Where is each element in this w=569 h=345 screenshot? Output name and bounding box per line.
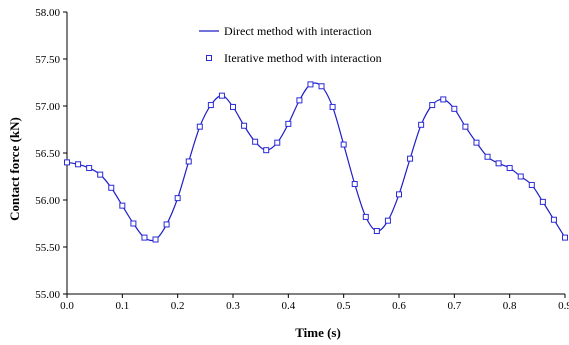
legend-label-iterative: Iterative method with interaction bbox=[224, 51, 382, 65]
data-point-iterative bbox=[528, 181, 535, 188]
data-point-iterative bbox=[506, 165, 513, 172]
data-point-iterative bbox=[539, 198, 546, 205]
x-tick-label: 0.8 bbox=[503, 300, 517, 312]
data-point-iterative bbox=[285, 120, 292, 127]
data-point-iterative bbox=[495, 160, 502, 167]
y-tick-label: 58.00 bbox=[35, 7, 60, 19]
data-point-iterative bbox=[196, 123, 203, 130]
x-tick-label: 0.7 bbox=[447, 300, 461, 312]
data-point-iterative bbox=[141, 234, 148, 241]
data-point-iterative bbox=[396, 191, 402, 198]
data-point-iterative bbox=[130, 220, 137, 227]
series-iterative-method bbox=[64, 81, 568, 243]
legend-label-direct: Direct method with interaction bbox=[224, 24, 372, 38]
y-axis-ticks: 55.00 55.50 56.00 56.50 57.00 57.50 58.00 bbox=[35, 7, 67, 301]
data-point-iterative bbox=[440, 96, 447, 103]
y-tick-label: 55.50 bbox=[35, 242, 60, 254]
x-tick-label: 0.0 bbox=[60, 300, 74, 312]
data-point-iterative bbox=[97, 171, 104, 178]
data-point-iterative bbox=[86, 165, 93, 172]
data-point-iterative bbox=[218, 92, 225, 99]
data-point-iterative bbox=[473, 139, 480, 146]
data-point-iterative bbox=[174, 195, 181, 202]
data-point-iterative bbox=[274, 139, 281, 146]
data-point-iterative bbox=[429, 102, 436, 109]
data-point-iterative bbox=[263, 147, 270, 154]
data-point-iterative bbox=[484, 153, 491, 160]
data-point-iterative bbox=[407, 155, 414, 162]
series-line-direct bbox=[66, 82, 566, 242]
series-direct-method bbox=[66, 82, 566, 242]
legend: Direct method with interaction Iterative… bbox=[199, 24, 382, 65]
data-point-iterative bbox=[296, 97, 303, 104]
data-point-iterative bbox=[351, 181, 358, 188]
x-tick-label: 0.1 bbox=[115, 300, 129, 312]
y-tick-label: 55.00 bbox=[35, 289, 60, 301]
data-point-iterative bbox=[384, 217, 391, 224]
y-axis-label: Contact force (kN) bbox=[7, 117, 22, 221]
data-point-iterative bbox=[108, 184, 115, 191]
data-point-iterative bbox=[152, 236, 159, 243]
y-tick-label: 56.00 bbox=[35, 195, 60, 207]
x-tick-label: 0.2 bbox=[171, 300, 185, 312]
data-point-iterative bbox=[185, 158, 192, 165]
data-point-iterative bbox=[318, 83, 325, 90]
data-point-iterative bbox=[517, 173, 524, 180]
data-point-iterative bbox=[562, 234, 568, 241]
data-point-iterative bbox=[340, 141, 347, 148]
data-point-iterative bbox=[329, 103, 336, 110]
y-tick-label: 57.50 bbox=[35, 54, 60, 66]
data-point-iterative bbox=[119, 202, 126, 209]
data-point-iterative bbox=[252, 138, 259, 145]
x-axis-label: Time (s) bbox=[295, 325, 341, 340]
data-point-iterative bbox=[241, 122, 248, 129]
legend-marker-swatch bbox=[206, 55, 212, 61]
data-point-iterative bbox=[373, 228, 380, 235]
data-point-iterative bbox=[550, 216, 557, 223]
data-point-iterative bbox=[451, 105, 458, 112]
x-tick-label: 0.4 bbox=[281, 300, 295, 312]
data-point-iterative bbox=[362, 213, 369, 220]
x-tick-label: 0.3 bbox=[226, 300, 240, 312]
data-point-iterative bbox=[462, 123, 469, 130]
data-point-iterative bbox=[418, 121, 425, 128]
data-point-iterative bbox=[207, 102, 214, 109]
data-point-iterative bbox=[230, 103, 236, 110]
data-point-iterative bbox=[163, 221, 170, 228]
x-axis-ticks: 0.0 0.1 0.2 0.3 0.4 0.5 0.6 0.7 0.8 0.9 bbox=[60, 294, 569, 312]
x-tick-label: 0.9 bbox=[558, 300, 569, 312]
y-tick-label: 57.00 bbox=[35, 101, 60, 113]
data-point-iterative bbox=[64, 159, 70, 166]
data-point-iterative bbox=[75, 161, 82, 168]
x-tick-label: 0.5 bbox=[337, 300, 351, 312]
y-tick-label: 56.50 bbox=[35, 148, 60, 160]
data-point-iterative bbox=[307, 81, 314, 88]
x-tick-label: 0.6 bbox=[392, 300, 406, 312]
